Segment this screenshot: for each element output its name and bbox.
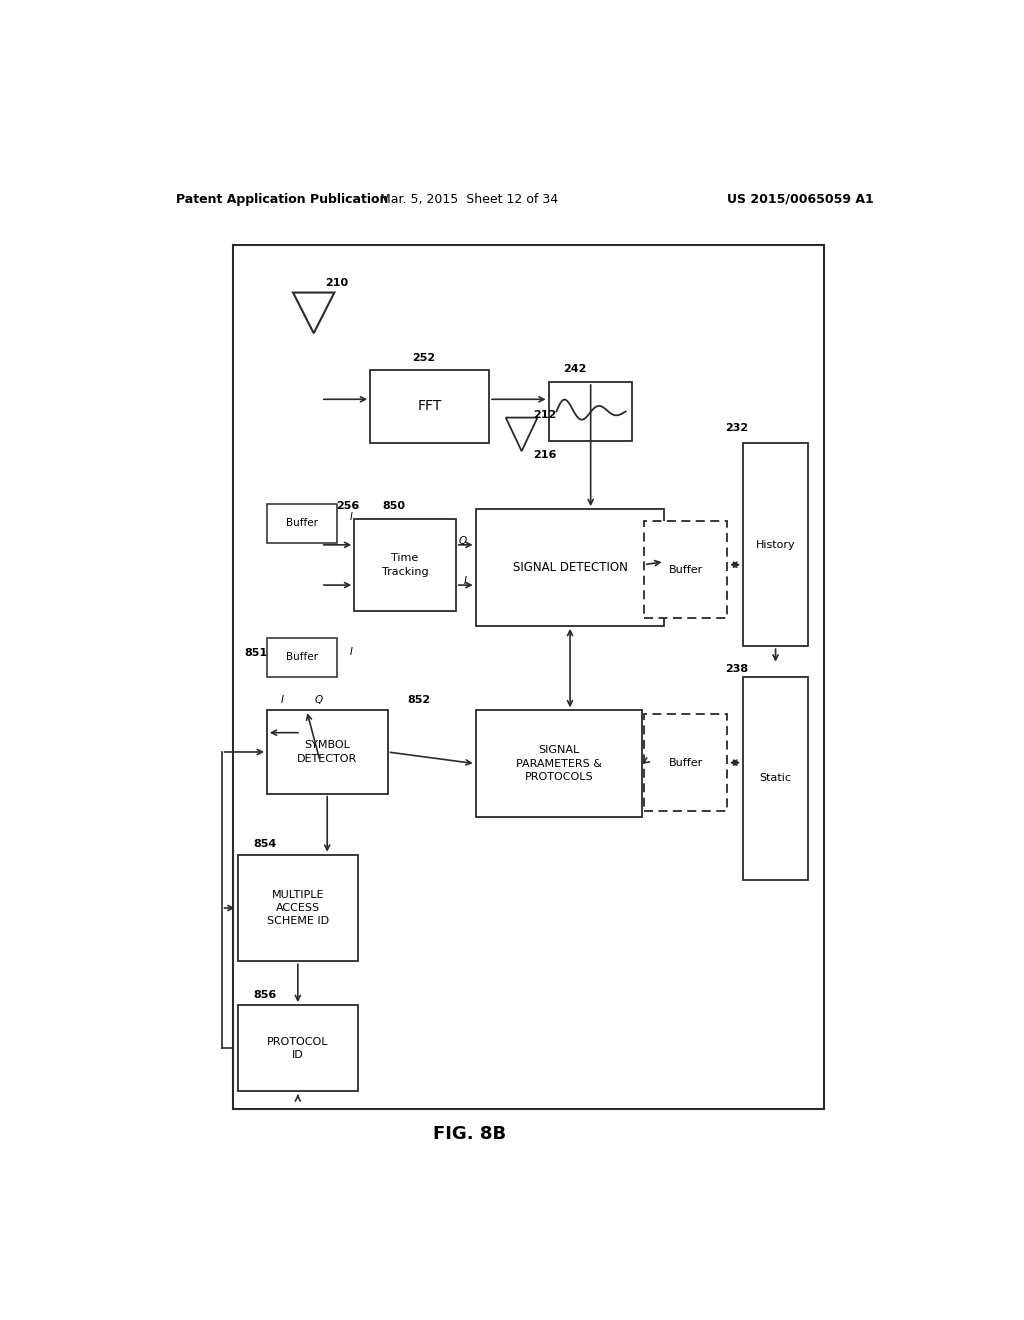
Text: Time
Tracking: Time Tracking [382,553,428,577]
Text: 210: 210 [325,279,348,288]
Text: I: I [349,647,352,656]
Text: I: I [282,696,285,705]
Text: MULTIPLE
ACCESS
SCHEME ID: MULTIPLE ACCESS SCHEME ID [267,890,329,927]
Text: Patent Application Publication: Patent Application Publication [176,193,388,206]
Bar [267,638,337,677]
Bar [549,381,632,441]
Text: 212: 212 [532,409,556,420]
Text: 256: 256 [336,502,359,511]
Text: 252: 252 [412,352,435,363]
Text: FIG. 8B: FIG. 8B [433,1125,506,1143]
Text: Buffer: Buffer [286,519,317,528]
Text: I: I [464,576,467,586]
Text: Q: Q [458,536,466,545]
Text: SIGNAL
PARAMETERS &
PROTOCOLS: SIGNAL PARAMETERS & PROTOCOLS [516,746,602,781]
Bar [370,370,489,444]
Text: 232: 232 [725,422,748,433]
Bar [354,519,456,611]
Text: History: History [756,540,796,549]
Text: US 2015/0065059 A1: US 2015/0065059 A1 [727,193,873,206]
Bar [238,1005,358,1092]
Bar [644,714,727,810]
Text: Buffer: Buffer [669,565,702,574]
Text: 852: 852 [408,696,430,705]
Text: Buffer: Buffer [286,652,317,663]
Bar [238,854,358,961]
Text: FFT: FFT [418,400,441,413]
Bar [475,510,665,626]
Text: 216: 216 [532,450,556,461]
Text: 238: 238 [725,664,748,673]
Text: I: I [349,512,352,523]
Text: 242: 242 [563,364,587,374]
Text: SYMBOL
DETECTOR: SYMBOL DETECTOR [297,741,357,763]
Text: SIGNAL DETECTION: SIGNAL DETECTION [513,561,628,574]
Text: 856: 856 [253,990,276,999]
Text: PROTOCOL
ID: PROTOCOL ID [267,1036,329,1060]
Bar [267,504,337,543]
Bar [267,710,387,793]
Bar [644,521,727,618]
Bar [743,677,808,880]
Text: 850: 850 [382,502,404,511]
Bar [743,444,808,647]
Bar [232,244,824,1109]
Text: 851: 851 [245,648,268,659]
Text: Static: Static [760,774,792,783]
Text: Q: Q [314,696,323,705]
Text: Buffer: Buffer [669,758,702,768]
Text: Mar. 5, 2015  Sheet 12 of 34: Mar. 5, 2015 Sheet 12 of 34 [380,193,558,206]
Bar [475,710,642,817]
Text: 854: 854 [253,840,276,850]
